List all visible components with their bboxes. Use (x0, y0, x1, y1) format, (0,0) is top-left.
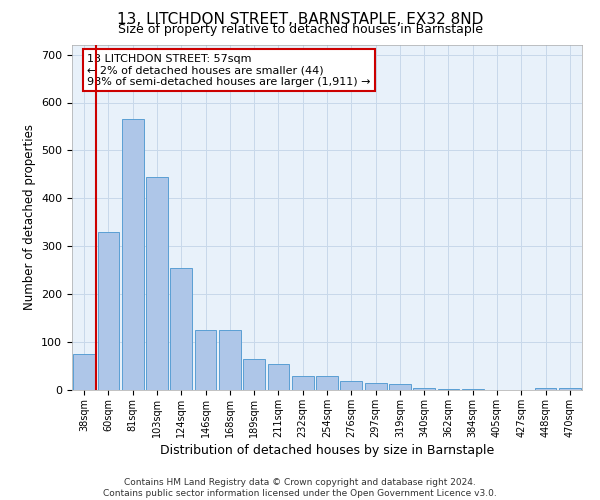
Bar (535, 388, 556, 390)
Bar (219, 330, 241, 390)
Bar (316, 376, 338, 390)
Bar (243, 359, 265, 390)
Bar (170, 268, 192, 390)
Bar (413, 388, 435, 390)
Bar (437, 388, 460, 390)
Bar (122, 120, 143, 390)
Bar (73, 354, 95, 390)
Bar (194, 330, 217, 390)
Bar (292, 376, 314, 390)
Bar (340, 382, 362, 390)
X-axis label: Distribution of detached houses by size in Barnstaple: Distribution of detached houses by size … (160, 444, 494, 457)
Text: Size of property relative to detached houses in Barnstaple: Size of property relative to detached ho… (118, 22, 482, 36)
Bar (365, 383, 386, 390)
Y-axis label: Number of detached properties: Number of detached properties (23, 124, 35, 310)
Bar (268, 364, 289, 390)
Text: Contains HM Land Registry data © Crown copyright and database right 2024.
Contai: Contains HM Land Registry data © Crown c… (103, 478, 497, 498)
Bar (559, 388, 581, 390)
Bar (146, 177, 168, 390)
Bar (462, 388, 484, 390)
Text: 13, LITCHDON STREET, BARNSTAPLE, EX32 8ND: 13, LITCHDON STREET, BARNSTAPLE, EX32 8N… (117, 12, 483, 28)
Text: 13 LITCHDON STREET: 57sqm
← 2% of detached houses are smaller (44)
98% of semi-d: 13 LITCHDON STREET: 57sqm ← 2% of detach… (88, 54, 371, 87)
Bar (389, 384, 411, 390)
Bar (97, 232, 119, 390)
